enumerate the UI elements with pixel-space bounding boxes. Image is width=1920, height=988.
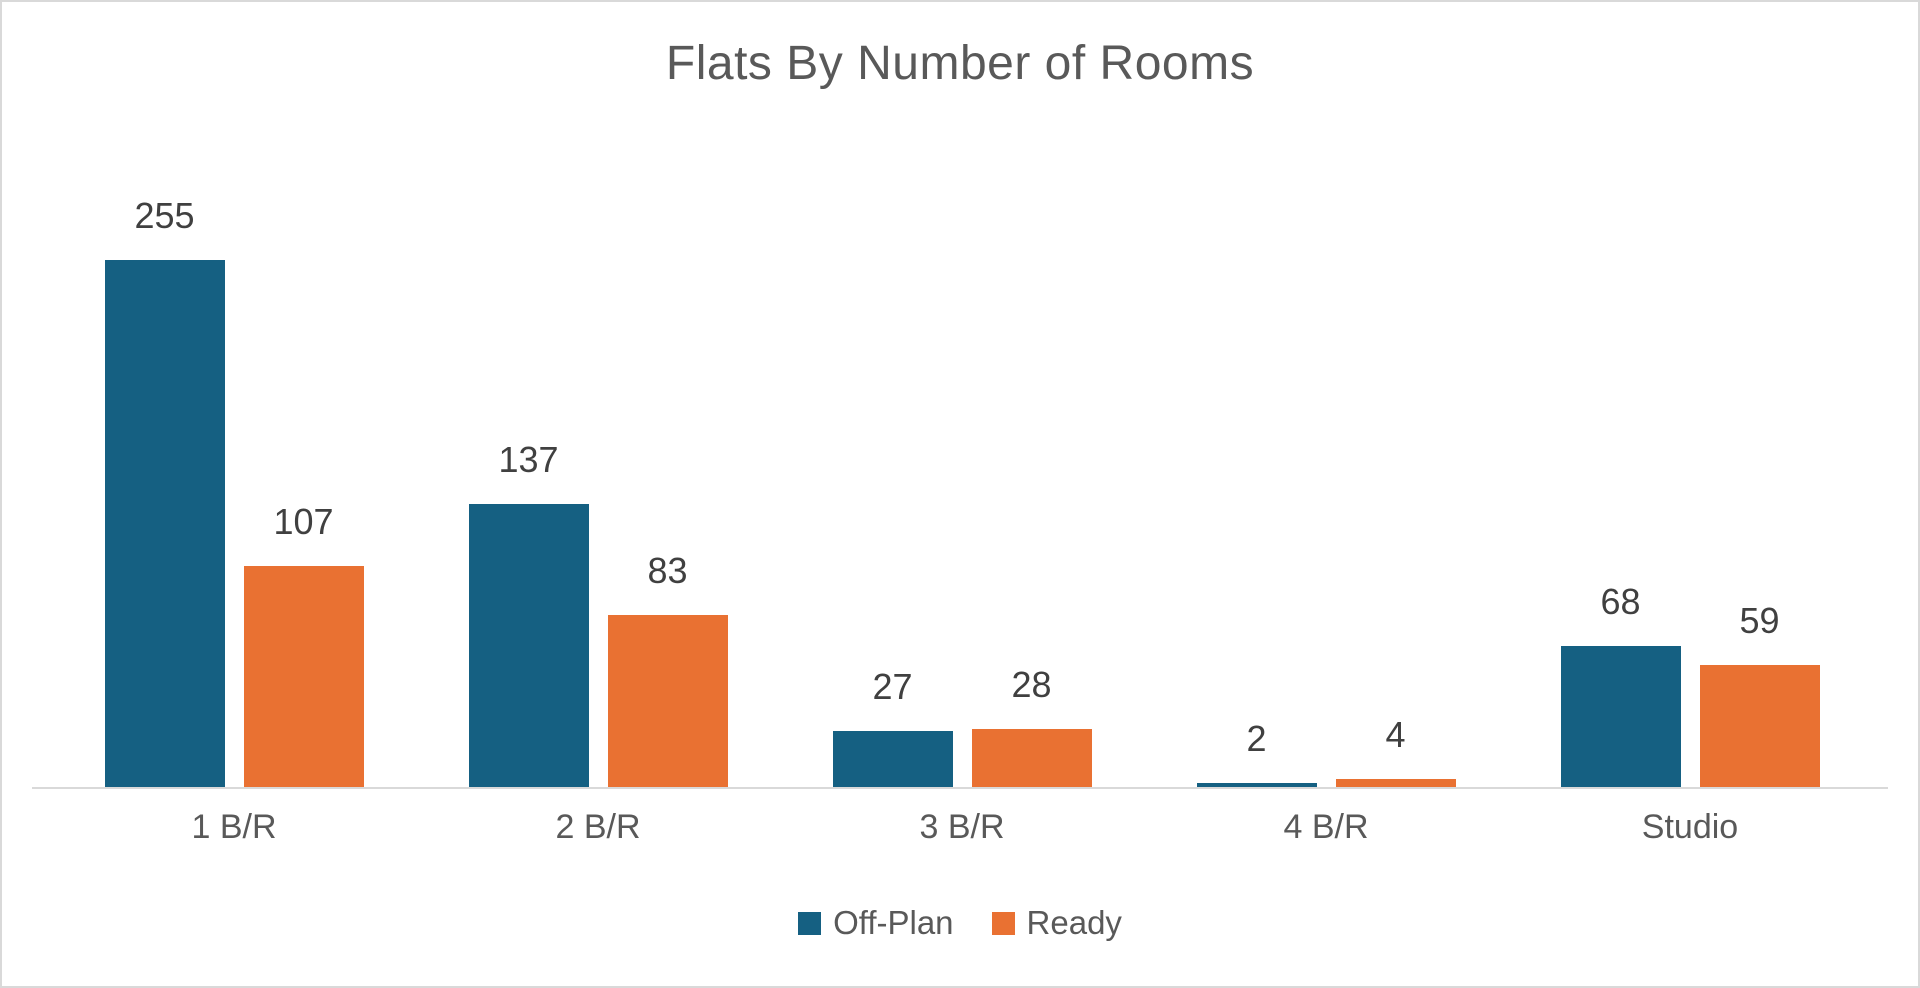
off-plan-bar [832, 731, 953, 787]
category-label: 4 B/R [1283, 808, 1369, 846]
ready-bar [607, 615, 728, 787]
bar-column: 28 [971, 664, 1092, 787]
bar-value-label: 137 [498, 439, 559, 480]
ready-bar [1335, 779, 1456, 787]
bar-column: 255 [104, 195, 225, 787]
off-plan-bar [1196, 783, 1317, 787]
bar-value-label: 68 [1600, 581, 1641, 622]
category-label: 3 B/R [919, 808, 1005, 846]
category-axis-labels: 1 B/R 2 B/R 3 B/R 4 B/R Studio [52, 808, 1872, 847]
bar-column: 59 [1699, 600, 1820, 787]
bar-group: 137 83 [416, 440, 780, 787]
bar-value-label: 255 [134, 195, 195, 236]
bar-group: 68 59 [1508, 582, 1872, 787]
off-plan-bar [104, 260, 225, 787]
bar-column: 83 [607, 550, 728, 787]
bar-value-label: 27 [872, 666, 913, 707]
category-label: 1 B/R [191, 808, 277, 846]
x-axis-line [32, 787, 1888, 789]
ready-bar [1699, 665, 1820, 787]
legend-item: Ready [991, 904, 1122, 942]
legend: Off-Plan Ready [2, 904, 1918, 942]
bar-column: 137 [468, 439, 589, 787]
bar-value-label: 2 [1246, 718, 1267, 759]
bar-value-label: 4 [1385, 714, 1406, 755]
legend-label: Off-Plan [833, 904, 954, 941]
ready-bar [971, 729, 1092, 787]
bar-column: 4 [1335, 714, 1456, 787]
off-plan-bar [1560, 646, 1681, 787]
plot-area: 255 107 137 83 27 28 2 4 68 59 [52, 102, 1872, 787]
ready-bar [243, 566, 364, 787]
bar-column: 68 [1560, 581, 1681, 787]
bar-value-label: 107 [273, 501, 334, 542]
legend-swatch-icon [798, 911, 822, 935]
bar-value-label: 83 [647, 550, 688, 591]
bar-group: 255 107 [52, 196, 416, 787]
off-plan-bar [468, 504, 589, 787]
bar-value-label: 59 [1739, 600, 1780, 641]
bar-column: 27 [832, 666, 953, 787]
legend-item: Off-Plan [798, 904, 954, 942]
bar-column: 2 [1196, 718, 1317, 787]
category-label: Studio [1641, 808, 1739, 846]
chart-title: Flats By Number of Rooms [665, 37, 1255, 90]
bar-column: 107 [243, 501, 364, 787]
bar-value-label: 28 [1011, 664, 1052, 705]
category-label: 2 B/R [555, 808, 641, 846]
bar-group: 27 28 [780, 665, 1144, 787]
legend-swatch-icon [991, 911, 1015, 935]
legend-label: Ready [1026, 904, 1122, 941]
